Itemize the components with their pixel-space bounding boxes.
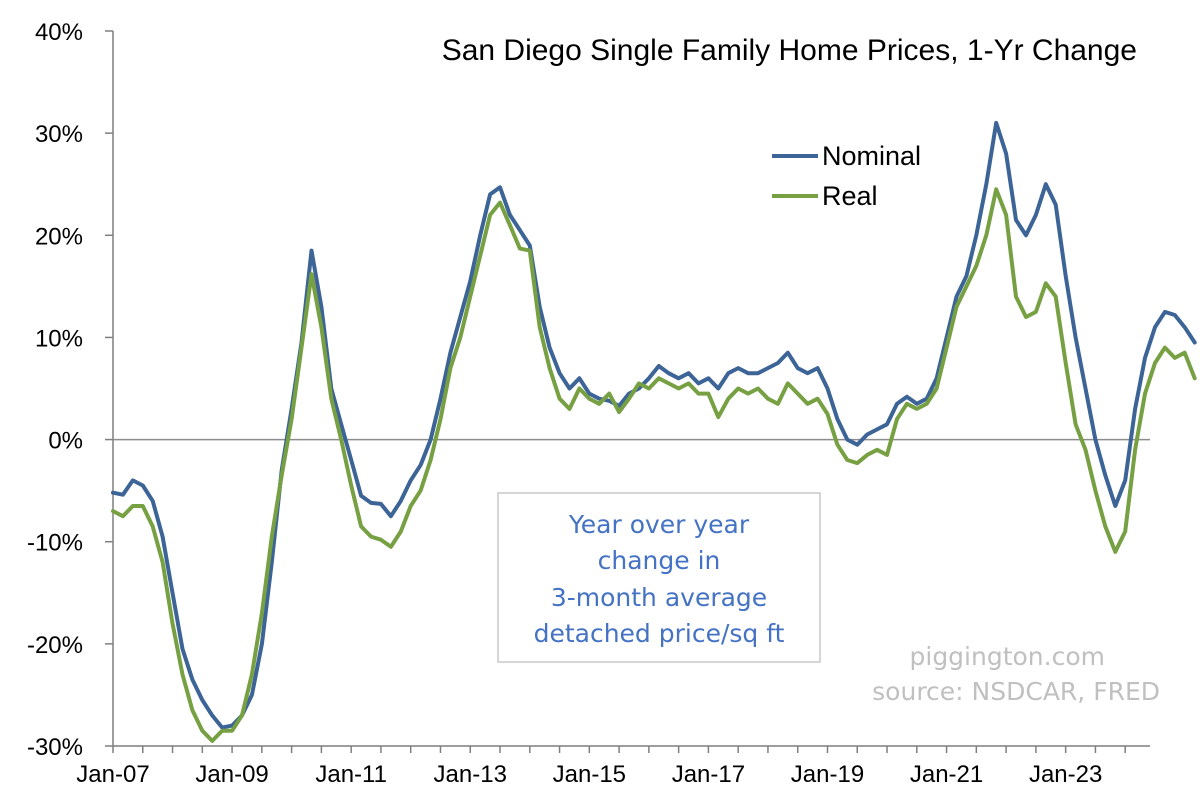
annotation-box: Year over year change in 3-month average…: [497, 492, 821, 663]
x-tick-label: Jan-07: [76, 761, 149, 788]
chart-title: San Diego Single Family Home Prices, 1-Y…: [442, 34, 1137, 67]
annotation-line-4: detached price/sq ft: [534, 619, 785, 648]
annotation-line-2: change in: [598, 546, 721, 575]
x-tick-label: Jan-17: [672, 761, 745, 788]
series-line-real: [111, 187, 1197, 743]
annotation-line-1: Year over year: [568, 510, 750, 539]
x-tick-label: Jan-21: [910, 761, 983, 788]
x-axis-ticks: Jan-07 Jan-09 Jan-11 Jan-13 Jan-15 Jan-17 Jan-…: [76, 746, 1126, 788]
y-tick-label: -10%: [27, 530, 83, 557]
y-tick-label: -30%: [27, 734, 83, 761]
y-tick-label: -20%: [27, 632, 83, 659]
credit-source: source: NSDCAR, FRED: [872, 677, 1160, 706]
legend-label-nominal: Nominal: [822, 141, 921, 171]
legend-label-real: Real: [822, 181, 878, 211]
annotation-frame: [497, 492, 821, 663]
x-tick-label: Jan-09: [195, 761, 268, 788]
x-tick-label: Jan-19: [791, 761, 864, 788]
y-tick-label: 20%: [35, 223, 83, 250]
x-tick-label: Jan-11: [315, 761, 387, 788]
x-tick-label: Jan-15: [553, 761, 626, 788]
x-tick-label: Jan-13: [434, 761, 507, 788]
y-axis-ticks: 40% 30% 20% 10% 0% -10% -20% -30%: [27, 19, 113, 761]
legend: Nominal Real: [772, 141, 921, 211]
annotation-line-3: 3-month average: [551, 583, 767, 612]
y-tick-label: 40%: [35, 19, 83, 46]
y-tick-label: 10%: [35, 325, 83, 352]
series-layer: [111, 120, 1197, 743]
y-tick-label: 0%: [48, 428, 83, 455]
y-tick-label: 30%: [35, 121, 83, 148]
x-tick-label: Jan-23: [1029, 761, 1102, 788]
credit-site: piggington.com: [910, 642, 1106, 671]
